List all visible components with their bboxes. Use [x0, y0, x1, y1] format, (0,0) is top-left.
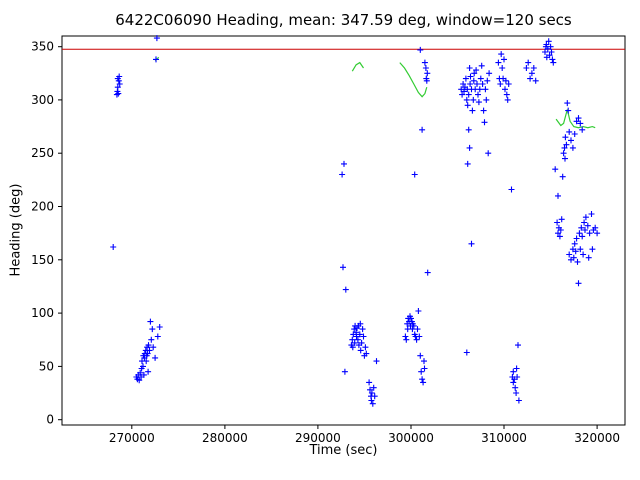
svg-text:280000: 280000	[202, 431, 248, 445]
svg-text:250: 250	[31, 146, 54, 160]
svg-text:290000: 290000	[295, 431, 341, 445]
svg-text:200: 200	[31, 200, 54, 214]
svg-text:50: 50	[39, 359, 54, 373]
svg-text:300000: 300000	[388, 431, 434, 445]
chart-title: 6422C06090 Heading, mean: 347.59 deg, wi…	[115, 11, 572, 29]
svg-text:100: 100	[31, 306, 54, 320]
x-axis-label: Time (sec)	[309, 443, 378, 458]
svg-text:310000: 310000	[481, 431, 527, 445]
svg-text:300: 300	[31, 93, 54, 107]
svg-text:270000: 270000	[109, 431, 155, 445]
svg-text:320000: 320000	[574, 431, 620, 445]
svg-text:0: 0	[46, 413, 54, 427]
svg-text:150: 150	[31, 253, 54, 267]
svg-text:350: 350	[31, 40, 54, 54]
